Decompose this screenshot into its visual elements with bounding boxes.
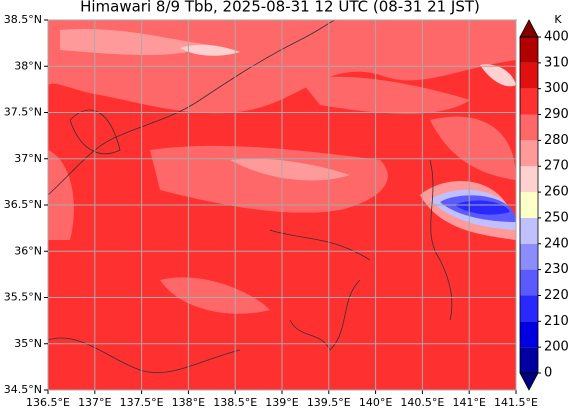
colorbar-tick-label: 240 [544,236,569,251]
x-tick-label: 141°E [452,396,485,409]
colorbar-segment [520,140,538,167]
x-tick-label: 141.5°E [494,396,538,409]
colorbar-label: K [554,13,562,26]
colorbar-tick-label: 300 [544,81,569,96]
y-tick-label: 35.5°N [4,291,42,304]
colorbar-segment [520,269,538,296]
colorbar-segment [520,37,538,63]
x-tick-label: 137.5°E [120,396,164,409]
y-tick-label: 38.5°N [4,13,42,26]
y-tick-label: 34.5°N [4,383,42,396]
chart-title: Himawari 8/9 Tbb, 2025-08-31 12 UTC (08-… [80,0,480,16]
y-tick-label: 38°N [14,59,42,72]
colorbar-tick-label: 200 [544,340,569,355]
colorbar-over [519,19,539,38]
colorbar-segment [520,295,538,322]
y-tick-label: 37.5°N [4,106,42,119]
colorbar-under [519,372,539,391]
x-tick-label: 136.5°E [26,396,70,409]
colorbar-tick-label: 310 [544,55,569,70]
colorbar-segment [520,347,538,373]
colorbar-segment [520,88,538,115]
y-tick-label: 37°N [14,152,42,165]
x-tick-label: 138.5°E [213,396,257,409]
x-tick-label: 138°E [172,396,205,409]
colorbar-tick-label: 270 [544,159,569,174]
colorbar-tick-label: 280 [544,133,569,148]
colorbar-tick-label: 250 [544,210,569,225]
x-tick-label: 139°E [265,396,298,409]
colorbar-segment [520,243,538,270]
x-tick-label: 140.5°E [400,396,444,409]
colorbar-tick-label: 230 [544,262,569,277]
colorbar-segment [520,166,538,193]
colorbar-tick-label: 220 [544,288,569,303]
colorbar-segment [520,217,538,244]
colorbar-segment [520,114,538,141]
colorbar-tick-label: 260 [544,185,569,200]
y-tick-label: 36°N [14,244,42,257]
colorbar-frame [519,36,539,374]
colorbar-tick-label: 210 [544,314,569,329]
colorbar-tick-label: 290 [544,107,569,122]
x-tick-label: 140°E [359,396,392,409]
colorbar-tick-label: 400 [544,30,569,45]
y-tick-label: 36.5°N [4,198,42,211]
colorbar-tick-label: 0 [544,366,552,381]
colorbar-segment [520,321,538,348]
x-tick-label: 139.5°E [307,396,351,409]
coastlines [48,20,453,374]
x-tick-label: 137°E [78,396,111,409]
colorbar-segment [520,62,538,89]
colorbar-segment [520,192,538,218]
y-tick-label: 35°N [14,337,42,350]
